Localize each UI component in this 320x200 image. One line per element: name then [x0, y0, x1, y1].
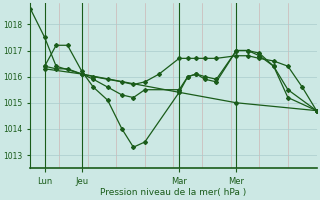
X-axis label: Pression niveau de la mer( hPa ): Pression niveau de la mer( hPa )	[100, 188, 247, 197]
